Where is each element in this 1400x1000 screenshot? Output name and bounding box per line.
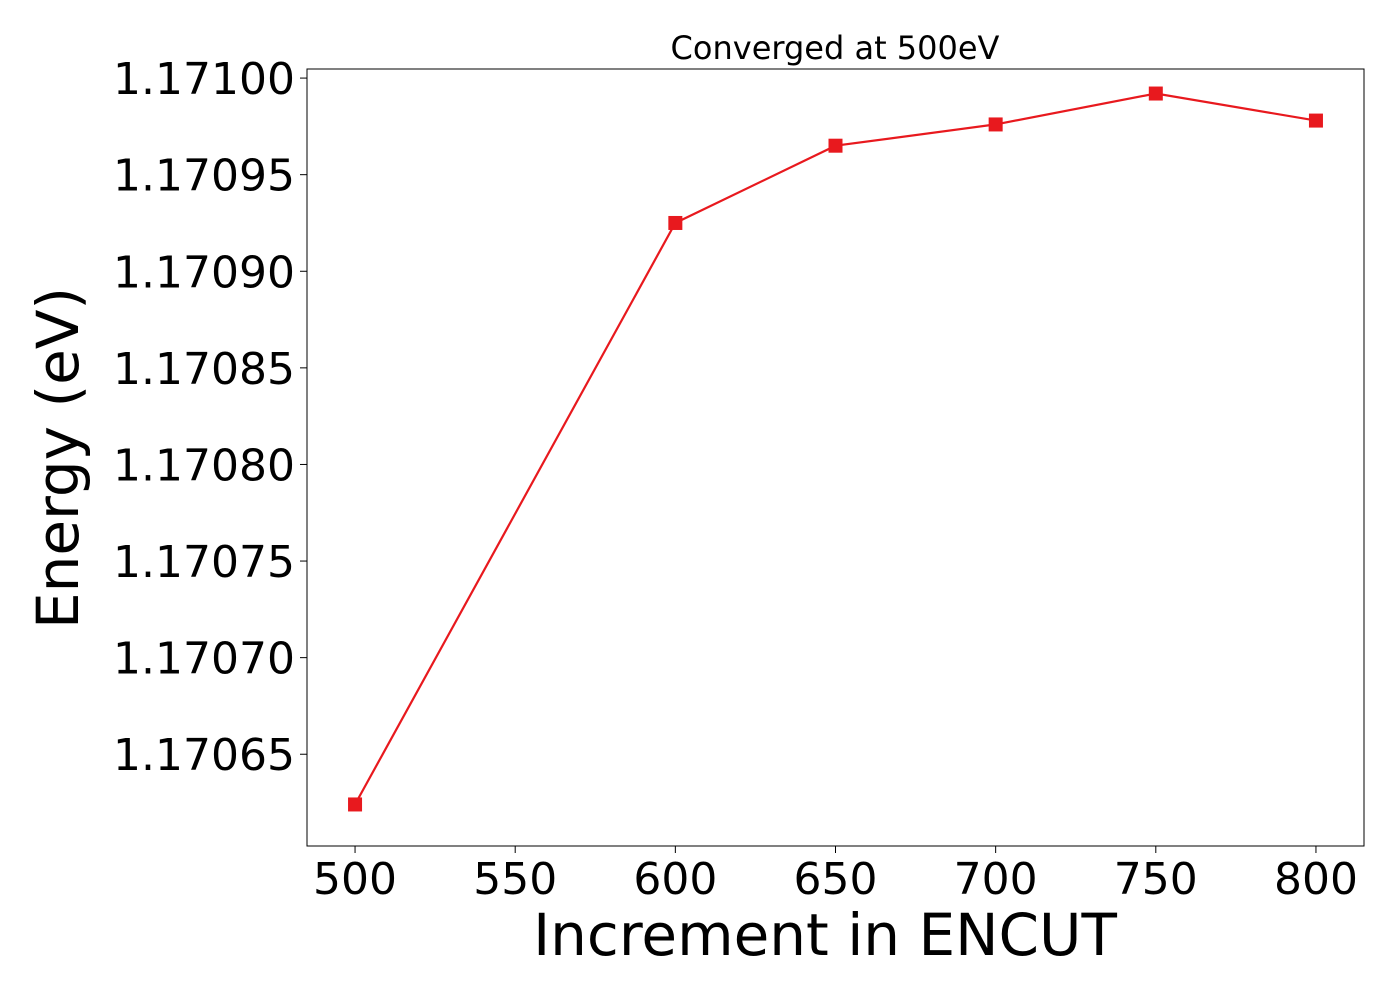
y-axis-label: Energy (eV) bbox=[24, 287, 92, 629]
x-tick-label: 500 bbox=[313, 854, 397, 905]
y-tick-label: 1.17095 bbox=[113, 151, 295, 202]
y-tick-label: 1.17080 bbox=[113, 440, 295, 491]
data-point-marker bbox=[668, 215, 683, 230]
y-tick-label: 1.17075 bbox=[113, 537, 295, 588]
x-tick-label: 700 bbox=[954, 854, 1038, 905]
y-tick-label: 1.17065 bbox=[113, 730, 295, 781]
x-tick-label: 800 bbox=[1274, 854, 1358, 905]
data-point-marker bbox=[988, 117, 1003, 132]
data-point-marker bbox=[828, 138, 843, 153]
series-line bbox=[354, 92, 1317, 806]
x-axis-label: Increment in ENCUT bbox=[533, 901, 1117, 969]
x-tick-label: 750 bbox=[1114, 854, 1198, 905]
x-axis-ticks: 500 550 600 650 700 750 800 bbox=[313, 846, 1358, 905]
data-point-marker bbox=[348, 797, 363, 812]
chart-title: Converged at 500eV bbox=[671, 29, 1000, 67]
y-axis-ticks: 1.17065 1.17070 1.17075 1.17080 1.17085 1.170… bbox=[113, 54, 307, 781]
series-group bbox=[348, 86, 1323, 812]
data-point-marker bbox=[1148, 86, 1163, 101]
y-tick-label: 1.17085 bbox=[113, 344, 295, 395]
y-tick-label: 1.17090 bbox=[113, 247, 295, 298]
y-tick-label: 1.17070 bbox=[113, 634, 295, 685]
x-tick-label: 650 bbox=[794, 854, 878, 905]
x-tick-label: 550 bbox=[473, 854, 557, 905]
y-tick-label: 1.17100 bbox=[113, 54, 295, 105]
data-point-marker bbox=[1308, 113, 1323, 128]
x-tick-label: 600 bbox=[633, 854, 717, 905]
